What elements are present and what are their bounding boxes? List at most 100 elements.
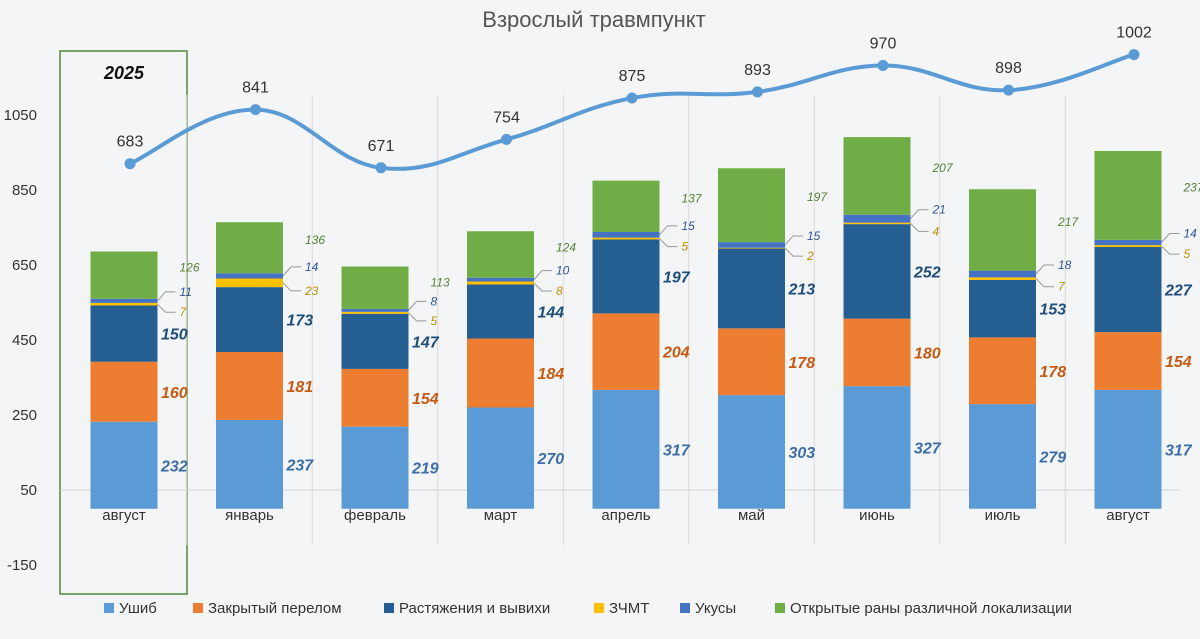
total-value-label: 754 (493, 109, 520, 126)
total-value-label: 671 (368, 138, 395, 155)
bar-segment (718, 168, 785, 242)
bar-segment (216, 273, 283, 278)
segment-value-label: 173 (287, 313, 314, 330)
segment-value-label: 15 (682, 219, 696, 233)
bar-segment (467, 408, 534, 509)
bar-segment (467, 231, 534, 278)
legend-swatch (680, 603, 690, 613)
segment-value-label: 21 (932, 203, 946, 217)
bar-segment (593, 238, 660, 240)
segment-value-label: 14 (1184, 227, 1198, 241)
segment-labels: 2321601501171262371811731423136219154147… (158, 161, 1200, 478)
x-tick-label: май (738, 507, 765, 524)
bar-segment (1095, 390, 1162, 509)
bar-segment (216, 287, 283, 352)
legend-swatch (193, 603, 203, 613)
bar-segment (91, 299, 158, 303)
legend-swatch (384, 603, 394, 613)
bar-segment (969, 280, 1036, 337)
segment-value-label: 237 (286, 457, 315, 474)
segment-value-label: 8 (431, 294, 438, 308)
segment-value-label: 2 (806, 249, 814, 263)
x-tick-label: февраль (344, 507, 406, 524)
totals-point (501, 134, 512, 145)
year-label: 2025 (103, 63, 145, 83)
leader-line (158, 304, 176, 312)
bar-segment (342, 314, 409, 369)
totals-point (627, 93, 638, 104)
bar-segment (1095, 240, 1162, 245)
segment-value-label: 147 (412, 334, 440, 351)
segment-value-label: 237 (1183, 180, 1200, 194)
segment-value-label: 197 (807, 190, 828, 204)
total-value-label: 898 (995, 60, 1022, 77)
bar-segment (342, 427, 409, 509)
y-tick-label: -150 (7, 557, 37, 574)
segment-value-label: 232 (160, 458, 188, 475)
bar-segment (844, 386, 911, 509)
leader-line (660, 239, 678, 247)
leader-line (911, 223, 929, 231)
bar-segment (1095, 332, 1162, 390)
bar-segment (91, 422, 158, 509)
bar-segment (1095, 151, 1162, 240)
leader-line (1162, 246, 1180, 254)
bar-segment (91, 306, 158, 362)
bar-segment (91, 362, 158, 422)
segment-value-label: 178 (789, 355, 816, 372)
leader-line (534, 271, 552, 280)
bar-segment (718, 242, 785, 248)
y-tick-label: 850 (12, 182, 37, 199)
bar-segment (467, 339, 534, 408)
bar-segment (91, 252, 158, 299)
segment-value-label: 154 (1165, 354, 1192, 371)
segment-value-label: 204 (662, 345, 690, 362)
bar-segment (342, 369, 409, 427)
segment-value-label: 113 (431, 276, 450, 290)
bar-segment (342, 267, 409, 309)
y-tick-label: 50 (20, 482, 37, 499)
bar-segment (216, 222, 283, 273)
bar-segment (718, 328, 785, 395)
bar-segment (969, 337, 1036, 404)
x-tick-label: январь (225, 507, 274, 524)
leader-line (409, 301, 427, 310)
chart-title: Взрослый травмпункт (482, 7, 705, 32)
leader-line (409, 313, 427, 321)
legend-label: Закрытый перелом (208, 600, 342, 617)
totals-point (376, 162, 387, 173)
bar-segment (844, 224, 911, 319)
bar-segment (718, 248, 785, 249)
legend-label: Открытые раны различной локализации (790, 600, 1072, 617)
totals-point (250, 104, 261, 115)
segment-value-label: 15 (807, 229, 821, 243)
totals-point (1003, 85, 1014, 96)
leader-line (283, 283, 301, 291)
segment-value-label: 181 (287, 379, 314, 396)
segment-value-label: 327 (914, 440, 942, 457)
bar-segment (467, 278, 534, 282)
bar-segment (216, 279, 283, 288)
bar-segment (593, 390, 660, 509)
bar-segment (593, 240, 660, 314)
segment-value-label: 270 (537, 451, 565, 468)
segment-value-label: 5 (1184, 247, 1191, 261)
bar-segment (718, 249, 785, 329)
leader-line (1162, 234, 1180, 243)
leader-line (660, 226, 678, 235)
bar-segment (467, 285, 534, 339)
legend-swatch (104, 603, 114, 613)
totals-point (878, 60, 889, 71)
bar-segment (969, 404, 1036, 509)
segment-value-label: 207 (932, 161, 954, 175)
segment-value-label: 303 (789, 445, 816, 462)
y-tick-label: 450 (12, 332, 37, 349)
bar-segment (718, 395, 785, 509)
leader-line (534, 283, 552, 291)
segment-value-label: 136 (305, 233, 325, 247)
leader-line (911, 210, 929, 219)
segment-value-label: 153 (1040, 302, 1067, 319)
segment-value-label: 197 (663, 269, 691, 286)
